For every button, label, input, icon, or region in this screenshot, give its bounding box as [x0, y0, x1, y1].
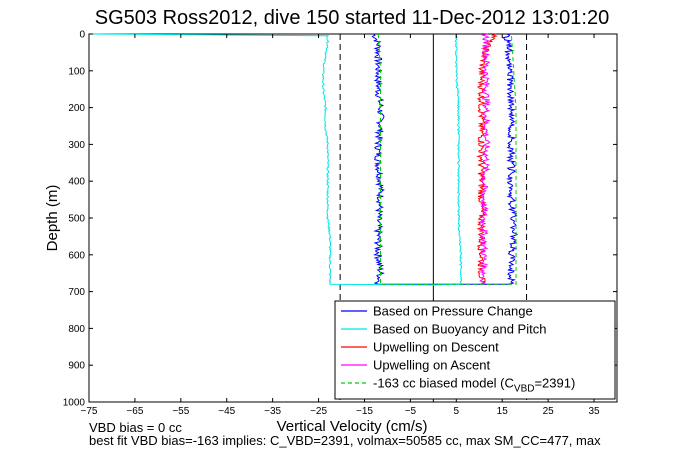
y-tick-label-8: 800	[68, 324, 85, 335]
x-tick-label-10: 25	[543, 406, 555, 417]
x-tick-label-2: −55	[172, 406, 189, 417]
legend-label-3: Upwelling on Ascent	[373, 358, 490, 373]
x-tick-label-11: 35	[588, 406, 600, 417]
x-tick-label-0: −75	[81, 406, 98, 417]
series-line-3	[478, 33, 492, 285]
vbd-bias-note: VBD bias = 0 cc	[89, 420, 182, 435]
series-layer	[88, 33, 519, 286]
x-tick-label-6: −15	[356, 406, 373, 417]
x-tick-label-9: 15	[497, 406, 509, 417]
y-tick-label-10: 1000	[63, 398, 86, 409]
y-tick-label-9: 900	[68, 361, 85, 372]
y-tick-label-2: 200	[68, 103, 85, 114]
x-tick-label-3: −45	[218, 406, 235, 417]
series-line-0	[371, 33, 519, 285]
series-line-1	[88, 33, 463, 286]
y-axis-ticks: 0 100 200 300 400 500 600 700 800 900 1000	[63, 30, 617, 409]
y-axis-label: Depth (m)	[44, 185, 61, 252]
x-tick-label-8: 5	[454, 406, 460, 417]
x-tick-label-7: −5	[405, 406, 417, 417]
y-tick-label-3: 300	[68, 140, 85, 151]
legend-box	[334, 300, 616, 400]
best-fit-note: best fit VBD bias=-163 implies: C_VBD=23…	[89, 433, 601, 448]
y-tick-label-6: 600	[68, 250, 85, 261]
legend-label-1: Based on Buoyancy and Pitch	[373, 322, 546, 337]
x-axis-ticks: −75 −65 −55 −45 −35 −25 −15 −5 5 15 25 35	[81, 34, 600, 417]
x-tick-label-5: −25	[310, 406, 327, 417]
series-line-4	[377, 33, 517, 285]
y-tick-label-1: 100	[68, 66, 85, 77]
y-tick-label-5: 500	[68, 214, 85, 225]
x-axis-label: Vertical Velocity (cm/s)	[277, 418, 428, 435]
chart-title: SG503 Ross2012, dive 150 started 11-Dec-…	[95, 7, 609, 29]
x-tick-label-1: −65	[126, 406, 143, 417]
y-tick-label-7: 700	[68, 287, 85, 298]
legend-label-4: -163 cc biased model (CVBD=2391)	[373, 376, 575, 395]
legend: Based on Pressure Change Based on Buoyanc…	[334, 300, 616, 400]
legend-label-2: Upwelling on Descent	[373, 340, 499, 355]
x-tick-label-4: −35	[264, 406, 281, 417]
legend-label-0: Based on Pressure Change	[373, 304, 533, 319]
y-tick-label-4: 400	[68, 177, 85, 188]
y-tick-label-0: 0	[79, 30, 85, 41]
